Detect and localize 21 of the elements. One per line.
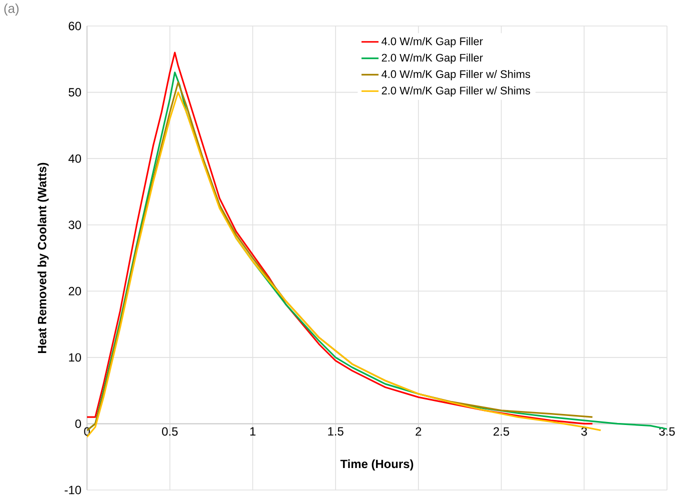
y-tick-label: 50: [68, 88, 82, 97]
y-tick-label: 40: [68, 154, 82, 163]
x-tick-label: 0.5: [162, 427, 178, 436]
y-axis-title: Heat Removed by Coolant (Watts): [38, 162, 49, 353]
legend-label: 4.0 W/m/K Gap Filler: [382, 37, 483, 48]
legend-label: 2.0 W/m/K Gap Filler w/ Shims: [382, 86, 530, 97]
x-tick-label: 1: [250, 427, 256, 436]
y-tick-label: -10: [64, 486, 82, 494]
x-tick-label: 2: [416, 427, 422, 436]
y-tick-label: 60: [68, 22, 82, 30]
y-tick-label: 30: [68, 220, 82, 230]
x-tick-label: 3: [581, 427, 587, 436]
y-tick-label: 0: [75, 419, 82, 428]
legend-label: 2.0 W/m/K Gap Filler: [382, 54, 483, 64]
x-tick-label: 2.5: [494, 427, 510, 436]
x-tick-label: 1.5: [328, 427, 344, 436]
x-axis-title: Time (Hours): [340, 459, 414, 471]
y-tick-label: 20: [68, 286, 82, 296]
text: (a): [4, 4, 19, 16]
legend-label: 4.0 W/m/K Gap Filler w/ Shims: [382, 70, 530, 80]
y-tick-label: 10: [69, 353, 82, 362]
